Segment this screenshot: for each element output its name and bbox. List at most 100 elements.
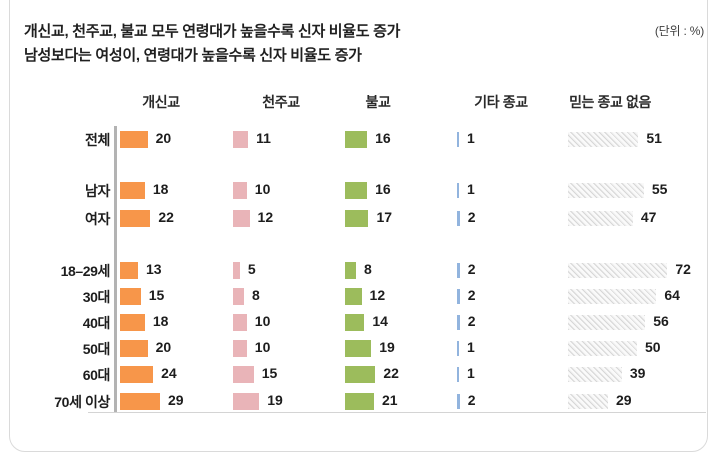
value-label-r6-s4: 2 bbox=[467, 313, 476, 329]
series-header-4: 기타 종교 bbox=[474, 94, 528, 110]
bar-thin-line-r3-s4 bbox=[457, 210, 460, 226]
bar-hatched-r8-s5 bbox=[568, 366, 622, 382]
bar-hatched-r9-s5 bbox=[568, 393, 609, 409]
value-label-r8-s5: 39 bbox=[629, 365, 646, 381]
bar-thin-line-r2-s4 bbox=[457, 182, 459, 198]
bar-solid-r9-s3 bbox=[345, 392, 374, 410]
value-label-r3-s3: 17 bbox=[376, 209, 393, 225]
bar-hatched-r7-s5 bbox=[568, 340, 637, 356]
bar-solid-r3-s1 bbox=[120, 209, 151, 227]
bar-solid-r4-s2 bbox=[233, 261, 240, 279]
series-header-5: 믿는 종교 없음 bbox=[569, 94, 651, 110]
value-label-r5-s2: 8 bbox=[252, 287, 260, 303]
value-label-r4-s4: 2 bbox=[467, 261, 476, 277]
bar-solid-r2-s2 bbox=[233, 181, 247, 199]
value-label-r8-s3: 22 bbox=[383, 365, 399, 381]
bar-solid-r3-s2 bbox=[233, 209, 250, 227]
value-label-r1-s1: 20 bbox=[155, 130, 172, 146]
row-label-6: 40대 bbox=[82, 315, 111, 331]
bar-solid-r8-s2 bbox=[233, 365, 254, 383]
bar-hatched-r6-s5 bbox=[568, 314, 646, 330]
bar-solid-r4-s3 bbox=[345, 261, 357, 279]
value-label-r2-s1: 18 bbox=[152, 181, 169, 197]
row-label-7: 50대 bbox=[82, 341, 111, 357]
bar-hatched-r2-s5 bbox=[568, 182, 644, 198]
row-label-5: 30대 bbox=[82, 289, 111, 305]
value-label-r4-s5: 72 bbox=[675, 261, 691, 277]
y-axis-line bbox=[114, 126, 117, 413]
value-label-r2-s4: 1 bbox=[467, 181, 475, 197]
value-label-r3-s2: 12 bbox=[257, 209, 274, 225]
value-label-r7-s5: 50 bbox=[645, 339, 661, 355]
series-header-2: 천주교 bbox=[262, 94, 300, 110]
row-label-2: 남자 bbox=[85, 183, 110, 199]
series-header-1: 개신교 bbox=[142, 94, 180, 110]
value-label-r2-s5: 55 bbox=[651, 181, 668, 197]
bar-hatched-r3-s5 bbox=[568, 210, 633, 226]
unit-label: (단위 : %) bbox=[654, 24, 704, 38]
value-label-r4-s1: 13 bbox=[145, 261, 162, 277]
value-label-r6-s5: 56 bbox=[653, 313, 669, 329]
bar-solid-r6-s1 bbox=[120, 313, 145, 331]
series-header-3: 불교 bbox=[365, 94, 391, 110]
value-label-r5-s4: 2 bbox=[467, 287, 476, 303]
value-label-r3-s4: 2 bbox=[467, 209, 476, 225]
bar-solid-r2-s1 bbox=[120, 181, 145, 199]
value-label-r2-s3: 16 bbox=[375, 181, 391, 197]
bar-solid-r1-s1 bbox=[120, 130, 148, 148]
bottom-baseline bbox=[88, 412, 706, 413]
bar-hatched-r4-s5 bbox=[568, 262, 668, 278]
value-label-r1-s3: 16 bbox=[375, 130, 391, 146]
value-label-r7-s2: 10 bbox=[254, 339, 271, 355]
bar-solid-r1-s2 bbox=[233, 130, 249, 148]
value-label-r7-s3: 19 bbox=[379, 339, 395, 355]
bar-solid-r1-s3 bbox=[345, 130, 368, 148]
bar-solid-r5-s1 bbox=[120, 287, 141, 305]
value-label-r9-s2: 19 bbox=[267, 392, 283, 408]
bar-solid-r8-s3 bbox=[345, 365, 376, 383]
bar-solid-r9-s2 bbox=[233, 392, 260, 410]
bar-thin-line-r6-s4 bbox=[457, 314, 460, 330]
value-label-r8-s2: 15 bbox=[261, 365, 278, 381]
value-label-r4-s2: 5 bbox=[247, 261, 256, 277]
bar-solid-r6-s2 bbox=[233, 313, 247, 331]
religion-bar-chart: 개신교 천주교 불교 기타 종교 믿는 종교 없음 전체 20 11 16 1 51 남자 18 10 1… bbox=[54, 94, 706, 413]
row-label-4: 18–29세 bbox=[60, 263, 111, 279]
value-label-r9-s1: 29 bbox=[168, 392, 184, 408]
value-label-r8-s1: 24 bbox=[161, 365, 177, 381]
row-label-8: 60대 bbox=[82, 367, 111, 383]
value-label-r7-s4: 1 bbox=[467, 339, 475, 355]
bar-thin-line-r7-s4 bbox=[457, 340, 459, 356]
bar-hatched-r1-s5 bbox=[568, 131, 639, 147]
value-label-r5-s1: 15 bbox=[148, 287, 165, 303]
bar-thin-line-r9-s4 bbox=[457, 393, 460, 409]
bar-solid-r5-s2 bbox=[233, 287, 245, 305]
value-label-r8-s4: 1 bbox=[467, 365, 475, 381]
bar-thin-line-r8-s4 bbox=[457, 366, 459, 382]
bar-solid-r4-s1 bbox=[120, 261, 138, 279]
value-label-r1-s2: 11 bbox=[256, 130, 271, 146]
value-label-r7-s1: 20 bbox=[155, 339, 172, 355]
chart-title-line2: 남성보다는 여성이, 연령대가 높을수록 신자 비율도 증가 bbox=[24, 47, 362, 64]
chart-title-line1: 개신교, 천주교, 불교 모두 연령대가 높을수록 신자 비율도 증가 bbox=[24, 23, 401, 40]
row-label-1: 전체 bbox=[85, 132, 110, 148]
value-label-r1-s5: 51 bbox=[646, 130, 662, 146]
row-label-9: 70세 이상 bbox=[54, 394, 110, 410]
value-label-r6-s1: 18 bbox=[152, 313, 169, 329]
bar-solid-r2-s3 bbox=[345, 181, 368, 199]
bar-solid-r7-s2 bbox=[233, 339, 247, 357]
bar-solid-r6-s3 bbox=[345, 313, 365, 331]
bar-solid-r3-s3 bbox=[345, 209, 369, 227]
value-label-r4-s3: 8 bbox=[364, 261, 372, 277]
value-label-r9-s4: 2 bbox=[467, 392, 476, 408]
value-label-r6-s2: 10 bbox=[254, 313, 271, 329]
value-label-r3-s5: 47 bbox=[640, 209, 657, 225]
value-label-r9-s3: 21 bbox=[381, 392, 398, 408]
bar-thin-line-r4-s4 bbox=[457, 262, 460, 278]
bar-solid-r9-s1 bbox=[120, 392, 161, 410]
bar-solid-r5-s3 bbox=[345, 287, 362, 305]
bar-solid-r7-s3 bbox=[345, 339, 372, 357]
value-label-r5-s5: 64 bbox=[664, 287, 680, 303]
bar-solid-r8-s1 bbox=[120, 365, 154, 383]
value-label-r3-s1: 22 bbox=[158, 209, 174, 225]
